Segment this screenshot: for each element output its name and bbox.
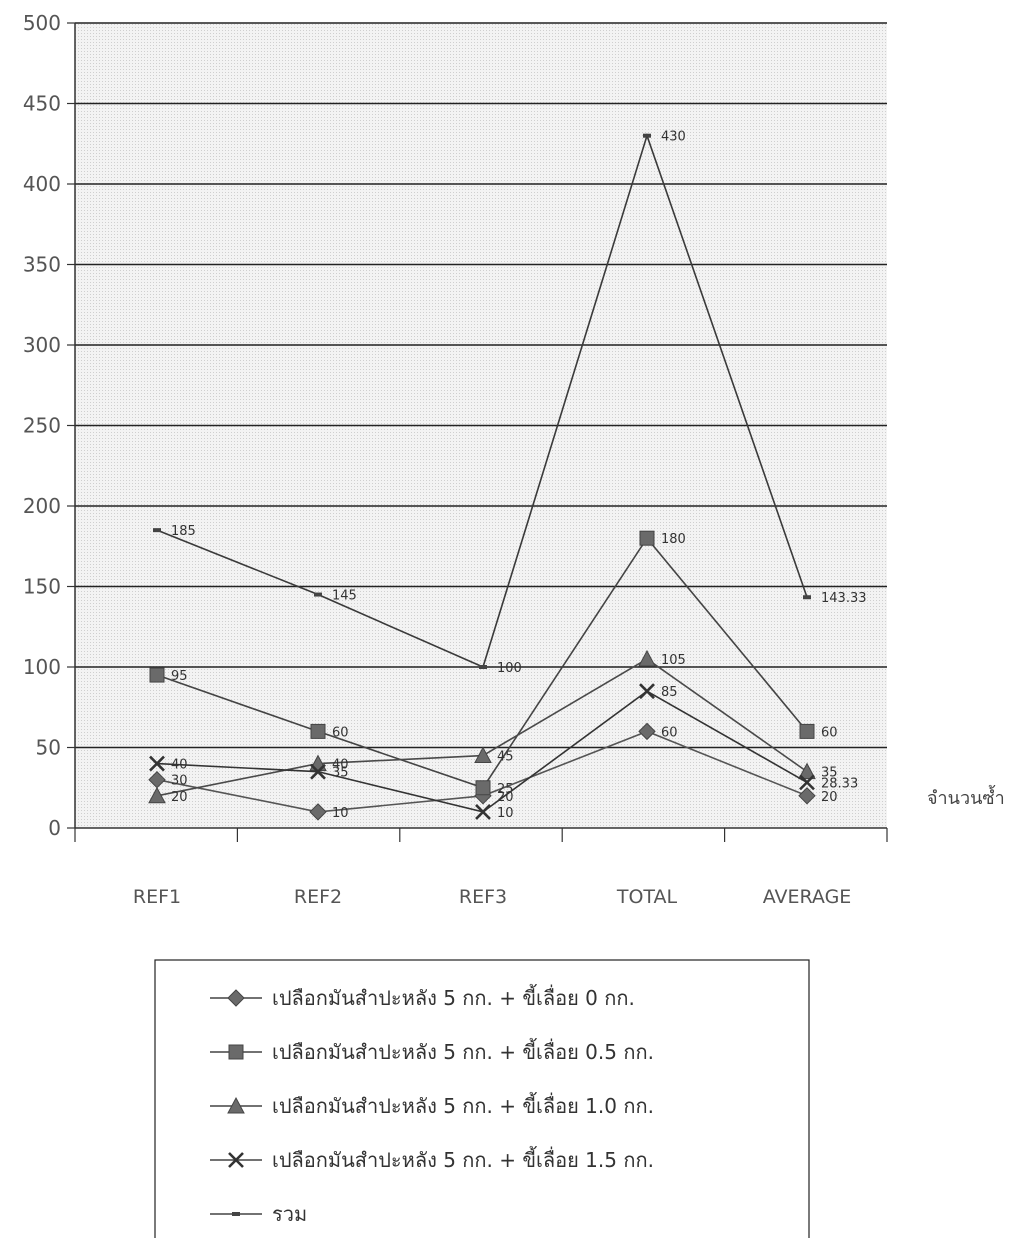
data-label: 60: [332, 725, 349, 740]
x-tick-label: REF1: [133, 886, 181, 908]
triangle-point: [798, 762, 816, 780]
square-point: [475, 780, 491, 796]
triangle-point: [638, 649, 656, 667]
data-label: 10: [497, 806, 514, 821]
y-tick-label: 150: [23, 575, 61, 599]
data-label: 45: [497, 750, 514, 765]
data-label: 95: [171, 669, 188, 684]
data-label: 20: [497, 790, 514, 805]
square-point: [799, 723, 815, 739]
data-label: 145: [332, 589, 357, 604]
legend-label: เปลือกมันสำปะหลัง 5 กก. + ขี้เลื่อย 1.0 …: [272, 1092, 654, 1118]
y-tick-label: 0: [48, 816, 61, 840]
dash-point: [314, 592, 322, 597]
legend-marker-x: [228, 1152, 244, 1168]
x-tick-label: AVERAGE: [763, 886, 852, 908]
data-label: 85: [661, 685, 678, 700]
data-label: 35: [821, 766, 838, 781]
diamond-point: [638, 722, 656, 741]
legend-label: รวม: [272, 1202, 307, 1226]
dash-point: [153, 528, 161, 533]
dash-point: [479, 665, 487, 669]
x-point: [149, 755, 165, 772]
legend: เปลือกมันสำปะหลัง 5 กก. + ขี้เลื่อย 0 กก…: [210, 984, 654, 1226]
x-point: [799, 774, 815, 791]
y-tick-label: 250: [23, 414, 61, 438]
y-tick-label: 350: [23, 253, 61, 277]
legend-box: [154, 959, 810, 1238]
legend-label: เปลือกมันสำปะหลัง 5 กก. + ขี้เลื่อย 0 กก…: [272, 984, 635, 1010]
data-labels: 3010206020956025180602040451053540351085…: [171, 130, 867, 821]
data-label: 40: [171, 758, 188, 773]
data-label: 105: [661, 653, 686, 668]
triangle-point: [148, 786, 166, 804]
y-tick-label: 400: [23, 172, 61, 196]
y-tick-label: 300: [23, 333, 61, 357]
data-label: 180: [661, 532, 686, 547]
legend-marker-dash: [232, 1212, 240, 1216]
data-label: 25: [497, 782, 514, 797]
legend-label: เปลือกมันสำปะหลัง 5 กก. + ขี้เลื่อย 0.5 …: [272, 1038, 654, 1064]
square-point: [639, 530, 655, 546]
data-label: 185: [171, 524, 196, 539]
legend-marker-triangle: [227, 1096, 245, 1114]
diamond-point: [309, 803, 327, 821]
series-group: [148, 133, 816, 821]
dash-point: [643, 133, 651, 138]
data-label: 10: [332, 806, 349, 821]
legend-label: เปลือกมันสำปะหลัง 5 กก. + ขี้เลื่อย 1.5 …: [272, 1146, 654, 1172]
legend-marker-diamond: [227, 989, 245, 1007]
data-label: 20: [821, 790, 838, 805]
legend-marker-square: [228, 1044, 244, 1060]
dash-point: [803, 595, 811, 600]
y-tick-label: 500: [23, 11, 61, 35]
data-label: 100: [497, 661, 522, 676]
data-label: 28.33: [821, 776, 858, 791]
x-tick-label: REF2: [294, 886, 342, 908]
y-tick-label: 450: [23, 92, 61, 116]
x-point: [475, 803, 491, 820]
diamond-point: [798, 787, 816, 805]
square-point: [310, 723, 326, 739]
y-tick-label: 200: [23, 494, 61, 518]
data-label: 60: [821, 725, 838, 740]
x-point: [639, 683, 655, 700]
x-tick-label: REF3: [459, 886, 507, 908]
y-tick-label: 100: [23, 655, 61, 679]
data-label: 143.33: [821, 591, 867, 606]
data-label: 30: [171, 774, 188, 789]
data-label: 430: [661, 130, 686, 145]
data-label: 20: [171, 790, 188, 805]
axes: 0 50 100 150 200 250 300 350 400 450 500 REF1 REF2 RE…: [23, 11, 888, 908]
x-point: [310, 763, 326, 780]
data-label: 35: [332, 766, 349, 781]
y-tick-label: 50: [36, 736, 61, 760]
x-axis-title: จำนวนซ้ำ: [927, 785, 1005, 809]
triangle-point: [474, 746, 492, 764]
data-label: 40: [332, 758, 349, 773]
square-point: [149, 667, 165, 683]
data-label: 60: [661, 725, 678, 740]
x-tick-label: TOTAL: [616, 886, 678, 908]
